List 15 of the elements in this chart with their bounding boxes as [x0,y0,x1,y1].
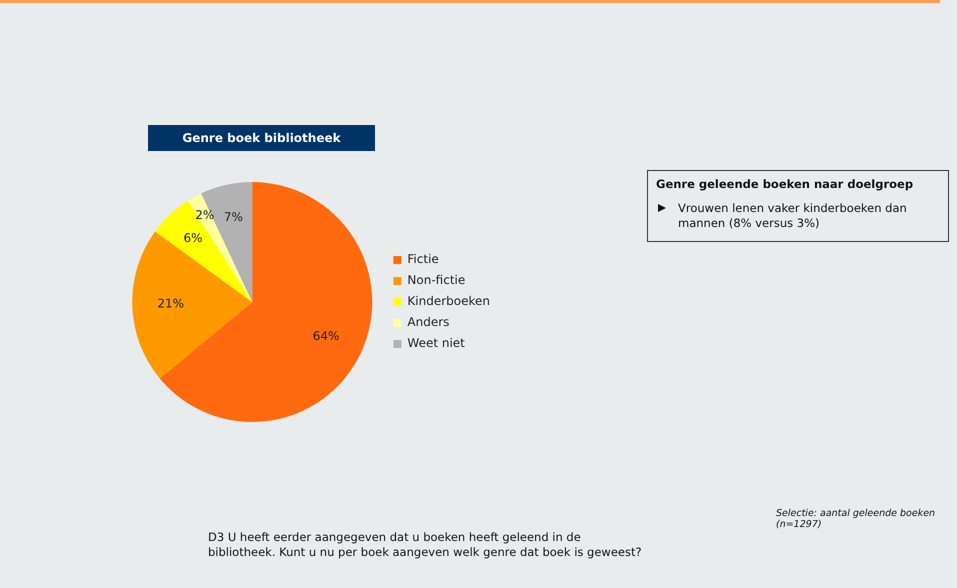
data-label: 64% [312,328,340,343]
legend-label: Non-fictie [407,273,466,288]
legend-label: Fictie [407,252,439,266]
data-label: 2% [195,208,214,222]
data-label: 6% [184,231,203,246]
text: Selectie: aantal geleende boeken (n=1297) [776,508,936,530]
data-label: 21% [157,296,184,311]
chart-title: Genre boek bibliotheek [148,125,375,151]
text: Vrouwen lenen vaker kinderboeken dan mannen (8% versus 3%) [678,201,907,230]
legend-label: Anders [407,315,450,330]
text: Genre geleende boeken naar doelgroep [656,177,914,191]
legend-label: Weet niet [407,336,466,350]
text: D3 U heeft eerder aangegeven dat u boeken heeft geleend in de bibliotheek. Kunt u nu per boek aangeven welk genre dat boek is geweest? [208,530,643,560]
legend-label: Kinderboeken [407,294,490,308]
data-label: 7% [224,210,243,224]
